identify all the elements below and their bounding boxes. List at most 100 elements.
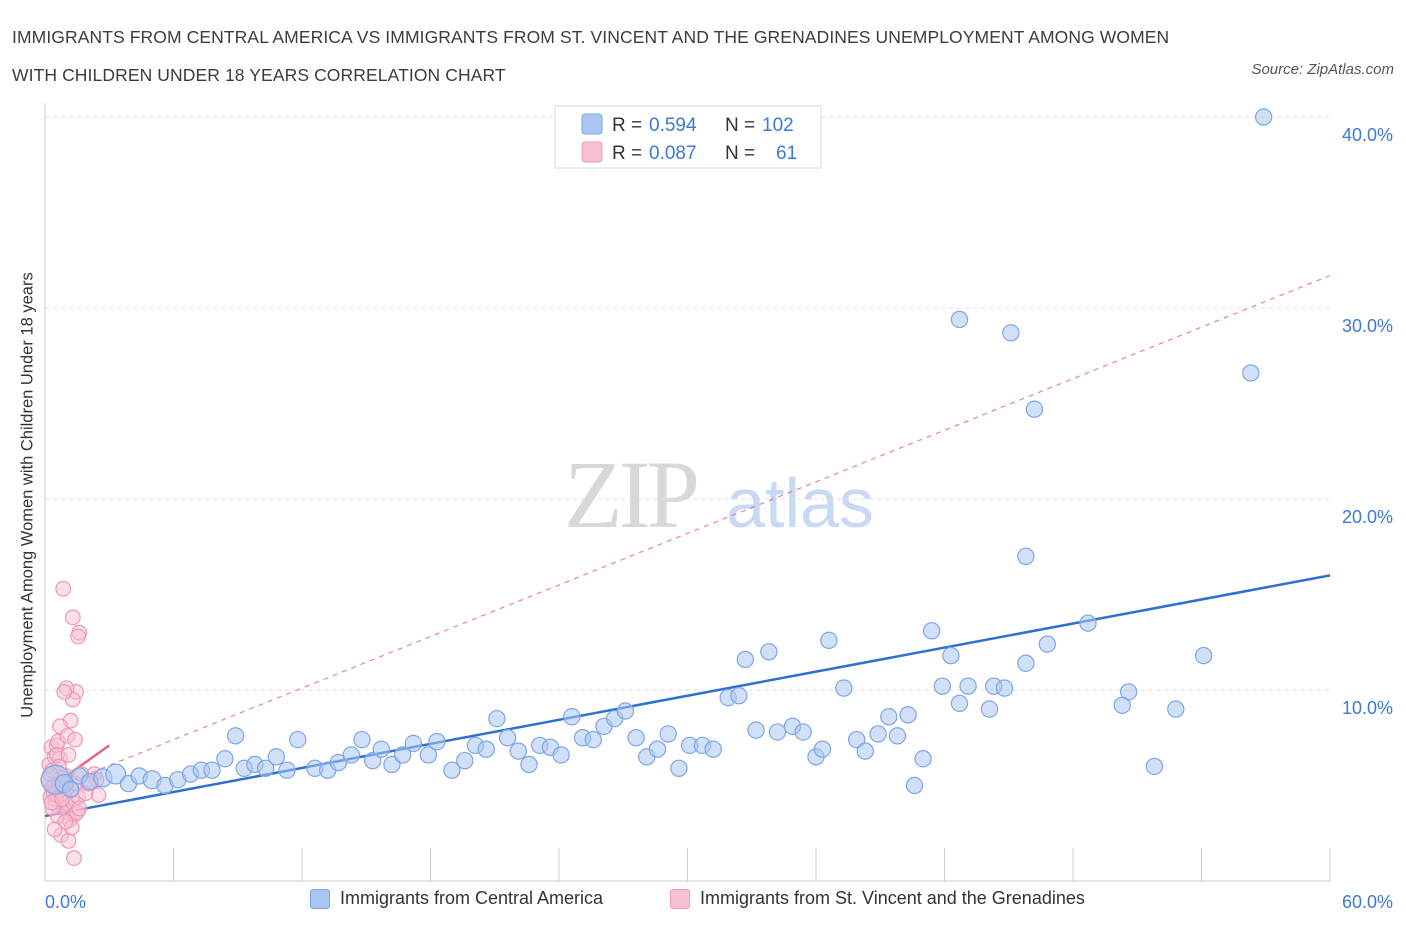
legend-n-label-blue: N = [725, 115, 755, 136]
data-point-st-vincent [90, 787, 107, 803]
data-point-central-america [933, 677, 952, 695]
data-point-central-america [584, 730, 602, 749]
data-point-central-america [905, 776, 924, 795]
data-point-central-america [835, 679, 853, 697]
data-point-st-vincent [55, 580, 72, 597]
data-point-central-america [768, 723, 787, 741]
data-point-central-america [616, 702, 635, 720]
data-point-central-america [404, 734, 423, 753]
data-point-central-america [1017, 654, 1035, 672]
data-point-central-america [950, 310, 969, 329]
data-point-central-america [419, 746, 438, 764]
watermark-atlas: atlas [726, 464, 874, 542]
data-point-central-america [1242, 364, 1260, 382]
trend-line-central-america [44, 574, 1331, 818]
tick-labels: 10.0% 20.0% 30.0% 40.0% 0.0% 60.0% [45, 125, 1393, 912]
data-points [40, 108, 1273, 866]
data-point-st-vincent [60, 832, 77, 849]
data-point-central-america [730, 687, 748, 705]
data-point-central-america [267, 748, 285, 766]
data-point-st-vincent [56, 684, 73, 700]
watermark-zip: ZIP [564, 441, 697, 548]
y-tick-label: 20.0% [1342, 507, 1393, 527]
bottom-legend-label-st-vincent: Immigrants from St. Vincent and the Gren… [700, 888, 1085, 908]
data-point-central-america [959, 677, 977, 695]
data-point-st-vincent [57, 813, 74, 830]
data-point-central-america [353, 730, 371, 749]
data-point-central-america [880, 708, 898, 726]
data-point-central-america [942, 646, 960, 665]
data-point-central-america [372, 740, 390, 758]
legend-n-value-pink: 61 [776, 143, 797, 164]
legend-swatch-blue [581, 113, 603, 135]
data-point-central-america [278, 761, 296, 779]
data-point-central-america [922, 622, 941, 640]
data-point-central-america [61, 780, 80, 799]
x-tick-label: 60.0% [1342, 892, 1393, 912]
bottom-legend-item-st-vincent: Immigrants from St. Vincent and the Gren… [670, 888, 1085, 909]
data-point-central-america [393, 746, 412, 764]
data-point-central-america [105, 763, 127, 785]
data-point-st-vincent [70, 628, 87, 645]
data-point-central-america [914, 750, 932, 768]
data-point-central-america [1167, 700, 1185, 718]
data-point-central-america [1145, 757, 1164, 776]
data-point-central-america [1002, 324, 1020, 342]
watermark: ZIP atlas [564, 441, 874, 548]
data-point-central-america [1017, 547, 1035, 566]
data-point-central-america [950, 694, 969, 713]
data-point-central-america [869, 725, 887, 743]
legend-n-value-blue: 102 [762, 115, 794, 136]
data-point-central-america [216, 750, 234, 768]
data-point-central-america [456, 751, 474, 770]
data-point-central-america [1254, 108, 1273, 126]
legend: R = 0.594 N = 102 R = 0.087 N = 61 [554, 105, 822, 169]
data-point-central-america [980, 700, 999, 718]
data-point-central-america [747, 721, 765, 739]
data-point-central-america [289, 730, 307, 749]
data-point-central-america [1194, 646, 1213, 665]
data-point-central-america [1079, 614, 1097, 632]
data-point-central-america [329, 753, 348, 772]
data-point-central-america [813, 740, 832, 758]
data-point-st-vincent [67, 731, 83, 748]
bottom-legend-swatch-pink [670, 888, 690, 909]
data-point-st-vincent [60, 747, 77, 763]
trend-line-st-vincent-dashed [44, 274, 1331, 792]
data-point-central-america [1113, 696, 1131, 714]
legend-n-label-pink: N = [725, 143, 755, 164]
data-point-central-america [670, 759, 688, 778]
legend-r-value-pink: 0.087 [649, 143, 697, 164]
data-point-central-america [704, 740, 722, 758]
legend-r-value-blue: 0.594 [649, 115, 697, 136]
data-point-central-america [443, 761, 461, 779]
data-point-central-america [563, 708, 581, 726]
legend-r-label-blue: R = [612, 115, 642, 136]
data-point-st-vincent [71, 800, 88, 817]
bottom-legend-swatch-blue [310, 888, 330, 909]
data-point-central-america [256, 759, 275, 778]
data-point-central-america [1025, 400, 1044, 418]
data-point-central-america [488, 709, 506, 728]
legend-r-label-pink: R = [612, 143, 642, 164]
chart-title: IMMIGRANTS FROM CENTRAL AMERICA VS IMMIG… [12, 27, 1170, 85]
data-point-central-america [659, 725, 677, 743]
data-point-central-america [627, 729, 645, 747]
bottom-legend-label-central-america: Immigrants from Central America [340, 888, 604, 908]
data-point-st-vincent [46, 821, 63, 838]
data-point-central-america [899, 706, 917, 724]
axes [44, 103, 1331, 882]
data-point-central-america [552, 746, 570, 764]
data-point-central-america [509, 742, 528, 760]
data-point-central-america [428, 732, 446, 751]
data-point-st-vincent [64, 609, 81, 626]
data-point-central-america [995, 679, 1014, 697]
data-point-central-america [820, 631, 838, 650]
bottom-legend-item-central-america: Immigrants from Central America [310, 888, 603, 909]
y-tick-label: 10.0% [1342, 698, 1393, 718]
source-label: Source: ZipAtlas.com [1251, 61, 1394, 78]
data-point-central-america [342, 746, 360, 764]
data-point-central-america [648, 740, 667, 758]
data-point-central-america [203, 761, 221, 779]
